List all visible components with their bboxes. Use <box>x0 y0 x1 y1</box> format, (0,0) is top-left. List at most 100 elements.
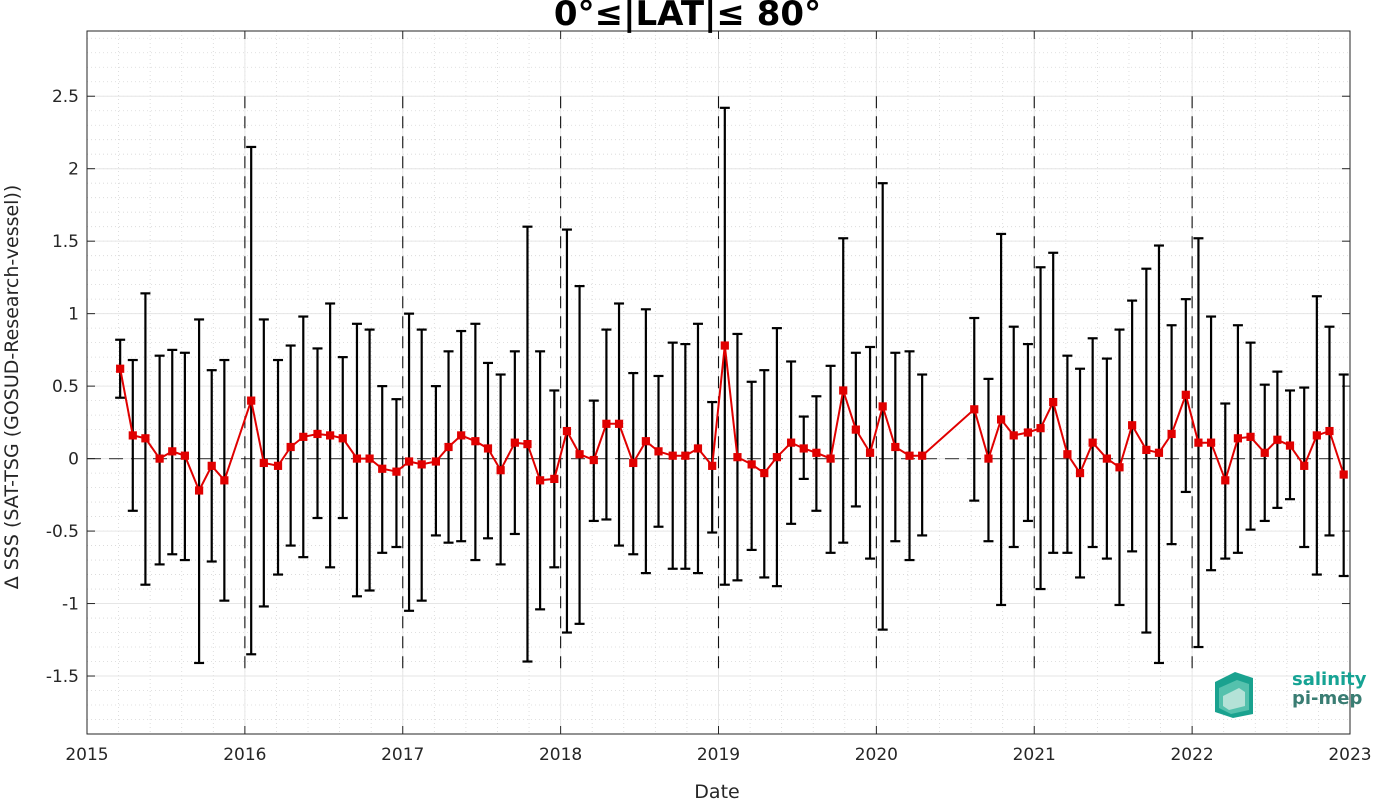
data-point-marker <box>826 454 835 463</box>
data-point-marker <box>496 466 505 475</box>
data-point-marker <box>1194 438 1203 447</box>
data-point-marker <box>286 442 295 452</box>
data-point-marker <box>1023 428 1033 437</box>
data-point-marker <box>681 451 690 460</box>
data-point-marker <box>352 454 362 463</box>
data-point-marker <box>1285 441 1295 450</box>
data-point-marker <box>1246 432 1255 441</box>
data-point-marker <box>1339 470 1348 479</box>
x-tick-label: 2021 <box>1013 745 1056 765</box>
y-tick-label: 0.5 <box>52 377 79 397</box>
data-point-marker <box>378 464 387 473</box>
data-point-marker <box>772 453 782 462</box>
data-point-marker <box>602 419 611 428</box>
data-point-marker <box>905 451 914 460</box>
data-point-marker <box>417 460 426 469</box>
data-point-marker <box>891 442 900 452</box>
data-point-marker <box>1154 448 1164 457</box>
data-point-marker <box>299 432 308 441</box>
data-point-marker <box>313 429 322 439</box>
data-point-marker <box>720 341 729 350</box>
y-tick-label: 1.5 <box>52 232 79 252</box>
x-tick-label: 2020 <box>855 745 898 765</box>
data-point-marker <box>180 451 189 460</box>
data-point-marker <box>1233 434 1243 443</box>
data-point-marker <box>629 458 638 468</box>
x-tick-label: 2015 <box>65 745 108 765</box>
y-tick-label: 2 <box>68 160 79 180</box>
data-point-marker <box>865 448 875 457</box>
data-point-marker <box>220 476 229 485</box>
x-tick-label: 2017 <box>381 745 424 765</box>
data-point-marker <box>918 451 927 460</box>
x-tick-label: 2016 <box>223 745 266 765</box>
data-point-marker <box>194 486 204 495</box>
data-point-marker <box>970 405 979 414</box>
data-point-marker <box>116 364 125 373</box>
data-point-marker <box>1128 421 1137 430</box>
data-point-marker <box>168 447 177 456</box>
data-point-marker <box>1260 448 1269 457</box>
data-point-marker <box>996 415 1006 424</box>
y-axis-label: Δ SSS (SAT-TSG (GOSUD-Research-vessel)) <box>1 184 23 590</box>
data-point-marker <box>984 454 993 463</box>
data-point-marker <box>141 434 150 443</box>
data-point-marker <box>155 454 164 463</box>
data-point-marker <box>1036 424 1045 433</box>
data-point-marker <box>839 386 848 395</box>
y-tick-label: 2.5 <box>52 87 79 107</box>
data-point-marker <box>654 447 663 456</box>
data-point-marker <box>878 402 887 411</box>
data-point-marker <box>1049 397 1058 407</box>
data-point-marker <box>510 438 519 447</box>
data-point-marker <box>668 451 677 460</box>
data-point-marker <box>747 460 756 469</box>
data-point-marker <box>1063 450 1072 459</box>
data-point-marker <box>431 457 441 466</box>
logo-text-salinity: salinity <box>1292 669 1367 690</box>
data-point-marker <box>523 440 532 449</box>
data-point-marker <box>1273 435 1282 444</box>
data-point-marker <box>562 426 572 436</box>
data-point-marker <box>471 437 480 446</box>
data-point-marker <box>641 437 650 446</box>
data-point-marker <box>404 457 414 466</box>
data-point-marker <box>338 434 347 443</box>
y-tick-label: -0.5 <box>46 522 79 542</box>
y-tick-label: 0 <box>68 450 79 470</box>
data-point-marker <box>1088 438 1097 447</box>
data-point-marker <box>392 467 401 476</box>
data-point-marker <box>575 450 584 459</box>
data-point-marker <box>259 458 268 468</box>
data-point-marker <box>708 461 717 470</box>
data-point-marker <box>326 431 335 440</box>
data-point-marker <box>1181 390 1190 399</box>
data-point-marker <box>457 431 466 440</box>
data-point-marker <box>1075 468 1085 478</box>
x-axis-label: Date <box>694 781 740 803</box>
data-point-marker <box>760 468 769 478</box>
data-point-marker <box>1300 461 1309 470</box>
data-point-marker <box>483 444 493 453</box>
wave-logo-icon <box>1215 672 1253 718</box>
chart-title: 0°≤|LAT|≤ 80° <box>553 0 822 34</box>
data-point-marker <box>1115 463 1124 472</box>
data-point-marker <box>851 425 860 434</box>
data-point-marker <box>787 438 796 447</box>
data-point-marker <box>1142 445 1151 455</box>
data-point-marker <box>550 474 559 483</box>
data-point-marker <box>1009 431 1018 440</box>
x-tick-label: 2023 <box>1328 745 1371 765</box>
logo-text-pi-mep: pi-mep <box>1292 688 1363 709</box>
data-point-marker <box>444 442 453 452</box>
x-tick-label: 2022 <box>1170 745 1213 765</box>
data-point-marker <box>273 461 283 470</box>
data-point-marker <box>614 419 624 428</box>
data-point-marker <box>1221 476 1230 485</box>
x-tick-label: 2019 <box>697 745 740 765</box>
data-point-marker <box>247 396 256 405</box>
data-point-marker <box>1206 438 1216 447</box>
data-point-marker <box>589 455 598 465</box>
data-point-marker <box>536 476 545 485</box>
data-point-marker <box>128 431 137 440</box>
